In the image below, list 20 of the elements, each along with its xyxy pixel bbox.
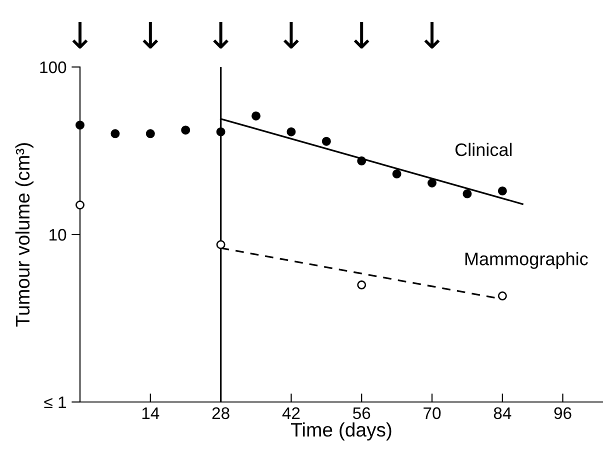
- x-tick-label: 42: [282, 407, 300, 419]
- y-tick-label: ≤ 1: [44, 396, 66, 408]
- y-axis-title: Tumour volume (cm³): [15, 143, 34, 327]
- text: ↓: [213, 22, 229, 49]
- x-axis-title: Time (days): [290, 422, 392, 441]
- x-tick-label: 84: [494, 407, 512, 420]
- x-tick-label: 14: [142, 407, 160, 419]
- text: ↓: [72, 22, 88, 49]
- x-tick-label: 70: [424, 407, 441, 420]
- text: ↓: [354, 22, 370, 49]
- text: ↓: [283, 22, 299, 49]
- series-label: Mammographic: [465, 252, 588, 269]
- x-tick-label: 96: [554, 407, 572, 420]
- series-label: Clinical: [455, 142, 512, 156]
- x-tick-label: 28: [212, 407, 230, 420]
- y-tick-label: 100: [40, 61, 66, 74]
- text: ↓: [142, 22, 158, 49]
- text: ↓: [424, 22, 440, 49]
- x-tick-label: 56: [353, 407, 370, 420]
- y-tick-label: 10: [50, 228, 66, 241]
